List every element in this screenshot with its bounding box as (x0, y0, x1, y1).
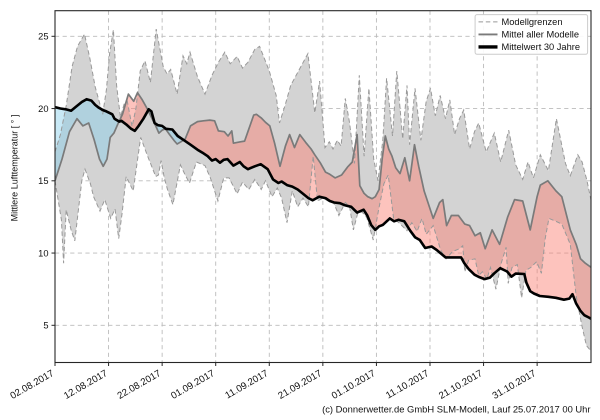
svg-text:(c) Donnerwetter.de GmbH SLM-M: (c) Donnerwetter.de GmbH SLM-Modell, Lau… (322, 403, 590, 414)
svg-text:Mittel aller Modelle: Mittel aller Modelle (502, 30, 580, 40)
svg-text:25: 25 (38, 32, 48, 42)
svg-text:Modellgrenzen: Modellgrenzen (502, 17, 563, 27)
svg-text:5: 5 (43, 321, 48, 331)
svg-text:15: 15 (38, 176, 48, 186)
svg-text:Mittelwert 30 Jahre: Mittelwert 30 Jahre (502, 42, 581, 52)
svg-text:20: 20 (38, 104, 48, 114)
svg-text:10: 10 (38, 248, 48, 258)
svg-text:Mittlere Lufttemperatur [ ° ]: Mittlere Lufttemperatur [ ° ] (10, 115, 20, 222)
